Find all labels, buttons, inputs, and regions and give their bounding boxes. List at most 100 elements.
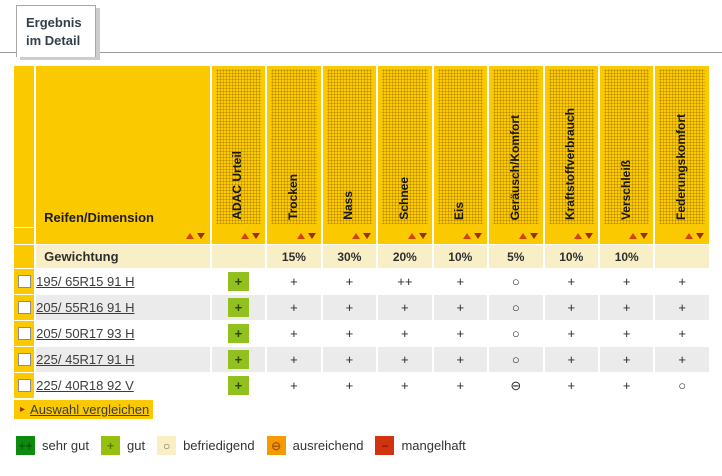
sort-descending-icon[interactable] <box>640 233 649 239</box>
sort-arrows <box>185 233 205 239</box>
dotted-texture <box>659 69 705 224</box>
row-checkbox[interactable] <box>17 352 31 366</box>
tire-dimension-link[interactable]: 205/ 50R17 93 H <box>36 325 135 341</box>
table-row: 205/ 55R16 91 H + + + + + ○ + + + <box>14 295 709 320</box>
weights-checkbox-cell <box>14 245 35 268</box>
table-row: 225/ 40R18 92 V + + + + + ⊖ + + ○ <box>14 373 709 398</box>
sort-ascending-icon[interactable] <box>629 233 638 239</box>
sort-ascending-icon[interactable] <box>241 233 250 239</box>
rating-cell-schnee: + <box>378 347 432 372</box>
legend-ausreichend-icon: ⊖ <box>266 436 286 455</box>
sort-arrows <box>352 233 372 239</box>
legend-label: ausreichend <box>292 438 364 453</box>
rating-cell-adac-urteil: + <box>211 321 266 346</box>
rating-cell-ger-usch-komfort: ○ <box>489 269 543 294</box>
rating-cell-eis: + <box>433 295 488 320</box>
rating-cell-kraftstoffverbrauch: + <box>544 347 598 372</box>
sort-descending-icon[interactable] <box>307 233 316 239</box>
legend-item-gut: + gut <box>100 436 146 455</box>
rating-cell-trocken: + <box>267 347 321 372</box>
sort-descending-icon[interactable] <box>252 233 261 239</box>
column-header-label: Trocken <box>285 173 300 220</box>
column-header-reifen-dimension[interactable]: Reifen/Dimension <box>36 66 210 244</box>
column-header-eis[interactable]: Eis <box>433 66 488 244</box>
table-row: 225/ 45R17 91 H + + + + + ○ + + + <box>14 347 709 372</box>
tire-dimension-link[interactable]: 225/ 40R18 92 V <box>36 377 134 393</box>
rating-cell-adac-urteil: + <box>211 347 266 372</box>
column-header-nass[interactable]: Nass <box>322 66 377 244</box>
dotted-texture <box>493 69 539 224</box>
column-header-federungskomfort[interactable]: Federungskomfort <box>655 66 709 244</box>
legend-sehr-gut-icon: ++ <box>16 436 35 455</box>
sort-ascending-icon[interactable] <box>573 233 582 239</box>
sort-ascending-icon[interactable] <box>296 233 305 239</box>
sort-descending-icon[interactable] <box>196 233 205 239</box>
rating-cell-verschlei: + <box>599 321 654 346</box>
rating-cell-trocken: + <box>267 295 321 320</box>
adac-urteil-rating-badge: + <box>227 324 249 343</box>
tire-dimension-link[interactable]: 205/ 55R16 91 H <box>36 299 135 315</box>
sort-descending-icon[interactable] <box>584 233 593 239</box>
tab-label-line1: Ergebnis <box>26 15 82 30</box>
row-checkbox-cell <box>14 347 35 372</box>
sort-ascending-icon[interactable] <box>407 233 416 239</box>
tire-dimension-link[interactable]: 225/ 45R17 91 H <box>36 351 135 367</box>
sort-ascending-icon[interactable] <box>685 233 693 239</box>
sort-descending-icon[interactable] <box>696 233 704 239</box>
rating-cell-adac-urteil: + <box>211 373 266 398</box>
table-row: 205/ 50R17 93 H + + + + + ○ + + + <box>14 321 709 346</box>
tire-dimension-cell: 205/ 50R17 93 H <box>36 321 210 346</box>
rating-cell-verschlei: + <box>599 269 654 294</box>
legend-item-ausreichend: ⊖ ausreichend <box>266 436 364 455</box>
tire-dimension-cell: 225/ 40R18 92 V <box>36 373 210 398</box>
weight-value: 10% <box>544 245 598 268</box>
row-header-label: Reifen/Dimension <box>44 210 154 225</box>
sort-arrows <box>685 233 704 239</box>
rating-cell-nass: + <box>322 269 377 294</box>
rating-cell-ger-usch-komfort: ○ <box>489 321 543 346</box>
sort-descending-icon[interactable] <box>363 233 372 239</box>
legend-item-befriedigend: ○ befriedigend <box>157 436 255 455</box>
dotted-texture <box>603 69 650 224</box>
column-header-verschlei[interactable]: Verschleiß <box>599 66 654 244</box>
sort-ascending-icon[interactable] <box>463 233 472 239</box>
sort-descending-icon[interactable] <box>474 233 483 239</box>
column-header-trocken[interactable]: Trocken <box>267 66 321 244</box>
dotted-texture <box>271 69 317 224</box>
sort-ascending-icon[interactable] <box>352 233 361 239</box>
column-header-kraftstoffverbrauch[interactable]: Kraftstoffverbrauch <box>544 66 598 244</box>
legend-label: gut <box>126 438 146 453</box>
rating-cell-eis: + <box>433 347 488 372</box>
legend-label: sehr gut <box>42 438 89 453</box>
tab-ergebnis-im-detail[interactable]: Ergebnis im Detail <box>16 5 96 57</box>
dotted-texture <box>215 69 262 224</box>
tire-dimension-cell: 225/ 45R17 91 H <box>36 347 210 372</box>
sort-ascending-icon[interactable] <box>518 233 527 239</box>
rating-cell-federungskomfort: + <box>655 321 709 346</box>
column-header-schnee[interactable]: Schnee <box>378 66 432 244</box>
tire-dimension-link[interactable]: 195/ 65R15 91 H <box>36 273 135 289</box>
column-header-adac-urteil[interactable]: ADAC Urteil <box>211 66 266 244</box>
row-checkbox[interactable] <box>17 274 31 288</box>
row-checkbox[interactable] <box>17 378 31 392</box>
compare-selection-button[interactable]: ▸ Auswahl vergleichen <box>14 400 153 419</box>
rating-cell-schnee: + <box>378 373 432 398</box>
dotted-texture <box>548 69 594 224</box>
legend-mangelhaft-icon: − <box>375 436 395 455</box>
adac-urteil-rating-badge: + <box>227 376 249 395</box>
sort-descending-icon[interactable] <box>529 233 538 239</box>
rating-cell-verschlei: + <box>599 347 654 372</box>
checkbox-column-header <box>14 66 35 244</box>
row-checkbox[interactable] <box>17 300 31 314</box>
column-header-ger-usch-komfort[interactable]: Geräusch/Komfort <box>489 66 543 244</box>
weight-value <box>655 245 709 268</box>
rating-cell-federungskomfort: ○ <box>655 373 709 398</box>
weight-value: 5% <box>489 245 543 268</box>
rating-cell-adac-urteil: + <box>211 269 266 294</box>
sort-ascending-icon[interactable] <box>185 233 194 239</box>
row-checkbox[interactable] <box>17 326 31 340</box>
compare-selection-link[interactable]: Auswahl vergleichen <box>30 402 150 417</box>
sort-descending-icon[interactable] <box>418 233 427 239</box>
weight-value <box>211 245 266 268</box>
